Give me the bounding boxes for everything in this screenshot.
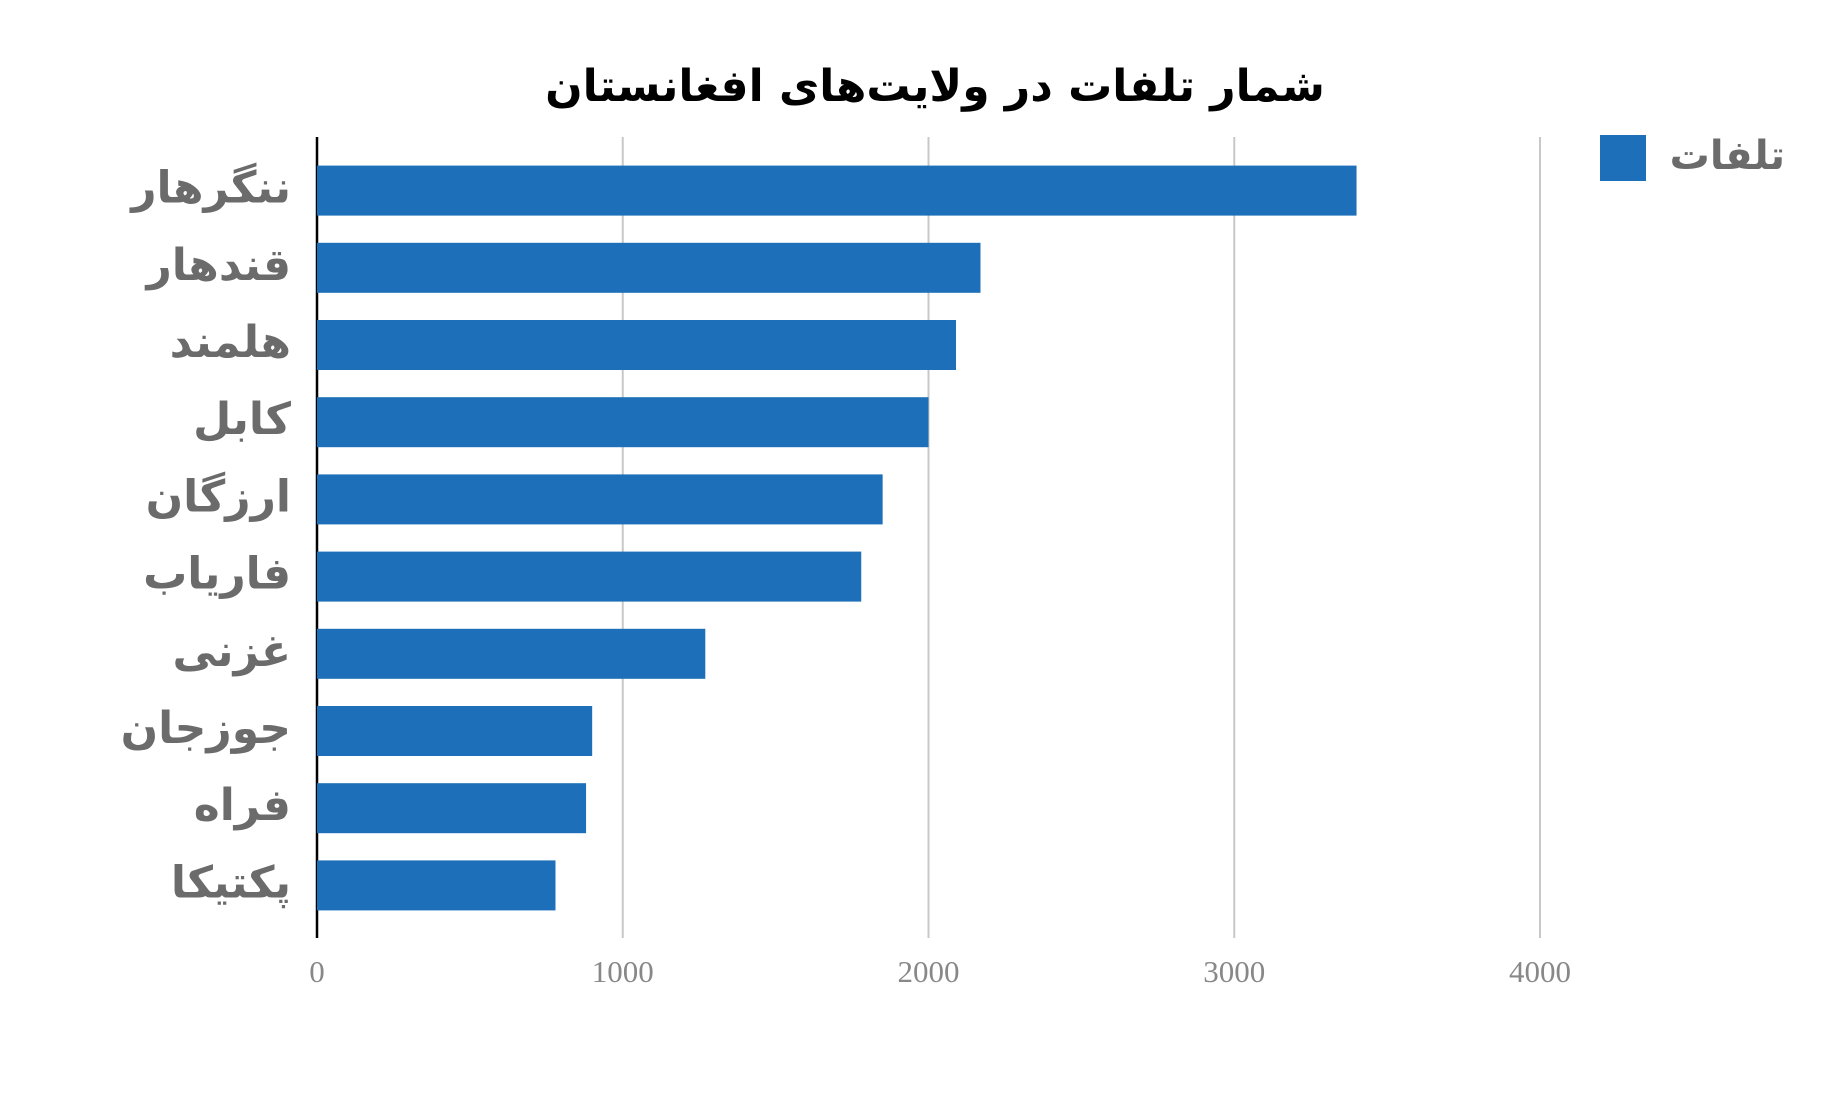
y-tick-label: غزنی bbox=[173, 626, 291, 677]
bar bbox=[317, 165, 1357, 216]
bar bbox=[317, 860, 556, 911]
bar bbox=[317, 320, 957, 370]
y-tick-label: فاریاب bbox=[143, 549, 291, 600]
legend-label: تلفات bbox=[1670, 133, 1785, 179]
x-tick-label: 0 bbox=[309, 954, 325, 989]
y-tick-label: هلمند bbox=[170, 317, 291, 368]
y-tick-label: ارزگان bbox=[146, 470, 291, 522]
x-tick-label: 4000 bbox=[1509, 954, 1571, 989]
x-tick-label: 1000 bbox=[592, 954, 654, 989]
bar bbox=[317, 783, 587, 834]
bar bbox=[317, 242, 981, 293]
y-tick-label: جوزجان bbox=[121, 703, 291, 754]
legend-swatch bbox=[1600, 135, 1646, 181]
x-tick-label: 3000 bbox=[1203, 954, 1265, 989]
y-tick-label: پکتیکا bbox=[171, 857, 291, 908]
bar bbox=[317, 628, 706, 679]
bar bbox=[317, 706, 593, 756]
y-tick-label: کابل bbox=[193, 394, 291, 445]
bar bbox=[317, 397, 929, 448]
x-tick-label: 2000 bbox=[898, 954, 960, 989]
y-tick-label: قندهار bbox=[144, 240, 291, 291]
y-tick-label: فراه bbox=[194, 780, 291, 831]
bar bbox=[317, 551, 862, 602]
y-tick-label: ننگرهار bbox=[129, 162, 291, 214]
chart-title: شمار تلفات در ولایت‌های افغانستان bbox=[545, 61, 1325, 112]
bar bbox=[317, 474, 883, 525]
